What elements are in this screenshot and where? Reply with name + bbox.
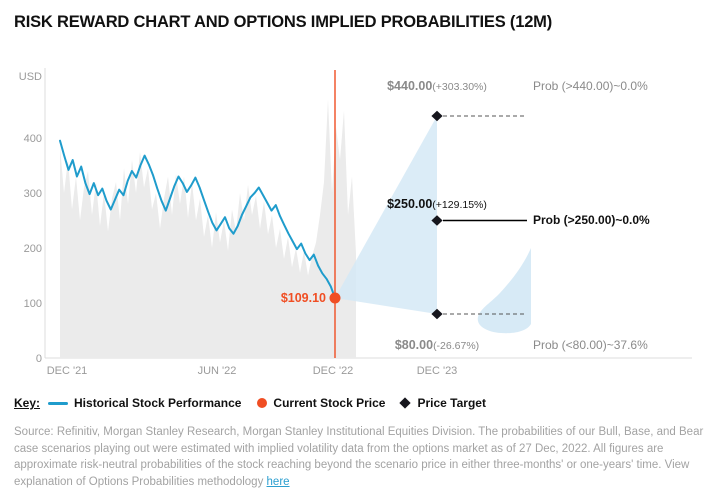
x-tick-label: DEC '21 [47, 365, 88, 377]
legend-item-current-price: Current Stock Price [257, 396, 385, 410]
legend-title: Key: [14, 396, 41, 410]
implied-distribution-shape [477, 248, 531, 334]
legend-item-label: Historical Stock Performance [74, 396, 242, 410]
current-price-dot [329, 292, 341, 304]
legend-item-label: Price Target [417, 396, 486, 410]
scenario-fan [335, 116, 437, 314]
y-tick-label: 200 [24, 243, 42, 255]
legend-item-price-target: Price Target [399, 396, 486, 410]
chart-legend: Key: Historical Stock Performance Curren… [14, 396, 502, 410]
history-line [59, 139, 336, 299]
y-tick-label: 100 [24, 298, 42, 310]
line-glyph-icon [48, 401, 69, 405]
x-tick-label: DEC '22 [313, 365, 354, 377]
probability-label: Prob (>440.00)~0.0% [533, 79, 648, 93]
methodology-link[interactable]: here [266, 475, 290, 488]
source-note: Source: Refinitiv, Morgan Stanley Resear… [14, 424, 704, 490]
y-tick-label: 0 [36, 353, 42, 365]
y-tick-label: 400 [24, 133, 42, 145]
source-text: Source: Refinitiv, Morgan Stanley Resear… [14, 426, 704, 488]
price-target-diamond [431, 215, 443, 226]
legend-item-label: Current Stock Price [273, 396, 386, 410]
x-tick-label: DEC '23 [417, 365, 458, 377]
risk-reward-chart: USD 0 100 200 300 400 DEC '21 JUN '22 DEC '22 DEC… [19, 68, 692, 377]
y-axis-unit-label: USD [19, 71, 42, 83]
x-tick-label: JUN '22 [198, 365, 237, 377]
target-price-label: $440.00(+303.30%) [387, 79, 487, 93]
page-title: RISK REWARD CHART AND OPTIONS IMPLIED PR… [14, 13, 553, 31]
target-price-label: $80.00(-26.67%) [395, 338, 479, 352]
probability-label: Prob (<80.00)~37.6% [533, 338, 648, 352]
probability-label: Prob (>250.00)~0.0% [533, 213, 650, 227]
price-target-diamond [431, 308, 443, 320]
diamond-glyph-icon [399, 397, 412, 409]
legend-item-history: Historical Stock Performance [48, 396, 241, 410]
price-target-diamond [431, 110, 443, 122]
y-tick-label: 300 [24, 188, 42, 200]
price-range-silhouette [60, 99, 356, 358]
target-price-label: $250.00(+129.15%) [387, 197, 487, 211]
current-price-label: $109.10 [281, 291, 326, 305]
dot-glyph-icon [257, 398, 268, 408]
